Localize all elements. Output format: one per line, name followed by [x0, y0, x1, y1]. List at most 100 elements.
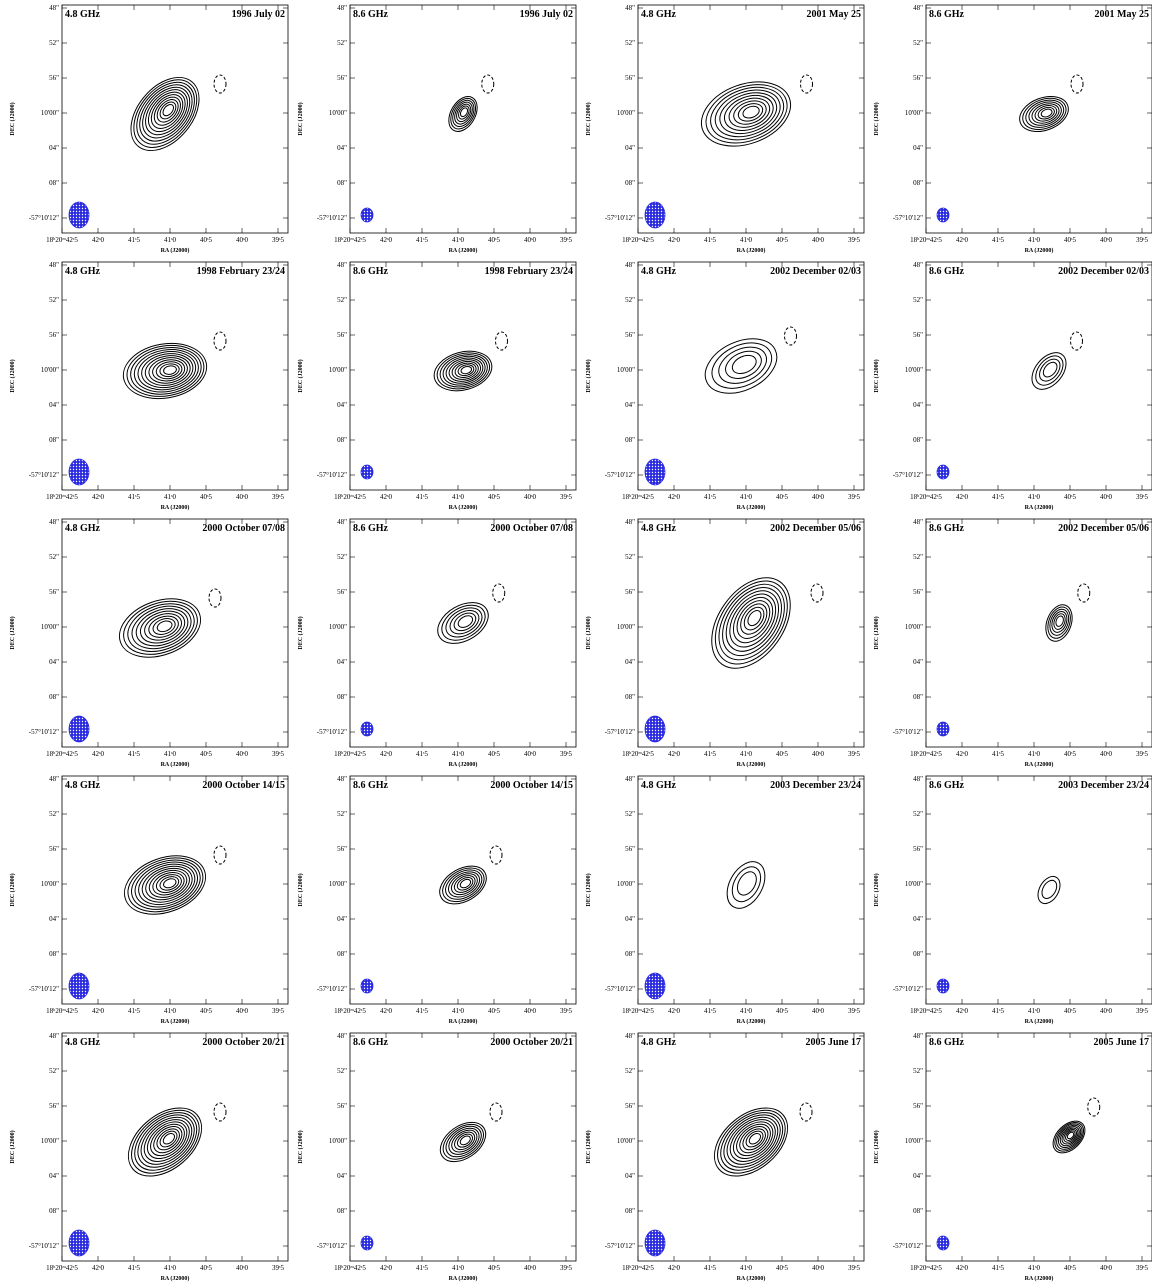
y-tick-label: 10'00" — [617, 1137, 635, 1145]
x-tick-label: 41ˢ0 — [164, 493, 176, 501]
date-label: 2002 December 02/03 — [1058, 266, 1149, 277]
contour — [1030, 351, 1068, 391]
band-label: 8.6 GHz — [353, 1037, 389, 1048]
contour — [120, 848, 210, 921]
panel: 8.6 GHz2002 December 05/0618ʰ20ᵐ42ˢ542ˢ0… — [873, 518, 1152, 768]
date-label: 1996 July 02 — [232, 9, 285, 20]
y-tick-label: 08" — [49, 693, 59, 701]
beam — [645, 202, 665, 228]
y-tick-label: 52" — [913, 39, 923, 47]
contour — [459, 1134, 472, 1146]
contour-neg — [209, 589, 221, 607]
contours — [117, 64, 212, 163]
y-tick-label: 08" — [913, 1207, 923, 1215]
y-tick-label: 10'00" — [41, 109, 59, 117]
contour-neg — [214, 846, 226, 864]
x-tick-label: 40ˢ5 — [488, 493, 500, 501]
y-tick-label: 08" — [337, 179, 347, 187]
contour-neg — [482, 75, 494, 93]
x-tick-label: 41ˢ0 — [164, 750, 176, 758]
y-tick-label: 56" — [913, 1102, 923, 1110]
y-tick-label: 08" — [625, 179, 635, 187]
y-tick-label: 10'00" — [905, 366, 923, 374]
y-tick-label: 52" — [49, 296, 59, 304]
x-tick-label: 18ʰ20ᵐ42ˢ5 — [910, 236, 942, 244]
y-tick-label: 52" — [913, 553, 923, 561]
y-tick-label: -57°10'12" — [29, 985, 59, 993]
contour — [151, 616, 178, 638]
y-tick-label: 48" — [49, 4, 59, 12]
x-tick-label: 18ʰ20ᵐ42ˢ5 — [334, 236, 366, 244]
contour — [1047, 1115, 1091, 1159]
x-tick-label: 42ˢ0 — [956, 1264, 968, 1272]
y-tick-label: 48" — [337, 775, 347, 783]
contours — [430, 345, 497, 397]
x-tick-label: 18ʰ20ᵐ42ˢ5 — [46, 1007, 78, 1015]
x-tick-label: 40ˢ5 — [776, 236, 788, 244]
beam — [937, 465, 949, 479]
contours — [119, 337, 211, 405]
contour — [1035, 355, 1064, 385]
x-tick-label: 42ˢ0 — [956, 493, 968, 501]
date-label: 2000 October 07/08 — [490, 523, 573, 534]
y-tick-label: 52" — [913, 296, 923, 304]
date-label: 2000 October 14/15 — [490, 780, 573, 791]
x-tick-label: 42ˢ0 — [380, 236, 392, 244]
y-axis-label: DEC (J2000) — [9, 359, 16, 392]
contour-neg — [214, 1103, 226, 1121]
band-label: 4.8 GHz — [65, 523, 101, 534]
x-tick-label: 39ˢ5 — [560, 493, 572, 501]
contour — [117, 64, 212, 163]
beam — [645, 973, 665, 999]
y-tick-label: 48" — [625, 4, 635, 12]
x-tick-label: 41ˢ0 — [1028, 236, 1040, 244]
y-axis-label: DEC (J2000) — [297, 359, 304, 392]
band-label: 8.6 GHz — [353, 523, 389, 534]
contour — [734, 868, 761, 898]
contour — [747, 1131, 762, 1146]
x-tick-label: 40ˢ0 — [1100, 750, 1112, 758]
contour — [441, 602, 487, 643]
y-axis-label: DEC (J2000) — [585, 102, 592, 135]
x-tick-label: 18ʰ20ᵐ42ˢ5 — [622, 750, 654, 758]
y-tick-label: 56" — [625, 1102, 635, 1110]
contour-neg — [496, 332, 508, 350]
x-tick-label: 40ˢ5 — [200, 750, 212, 758]
beam — [69, 1230, 89, 1256]
x-tick-label: 40ˢ0 — [236, 1264, 248, 1272]
y-axis-label: DEC (J2000) — [297, 616, 304, 649]
x-tick-label: 42ˢ0 — [380, 1007, 392, 1015]
x-tick-label: 41ˢ0 — [740, 493, 752, 501]
y-tick-label: 10'00" — [617, 109, 635, 117]
y-tick-label: -57°10'12" — [317, 728, 347, 736]
y-tick-label: 48" — [337, 1032, 347, 1040]
contour — [743, 1128, 766, 1150]
plot-frame — [62, 519, 288, 747]
x-tick-label: 39ˢ5 — [560, 1264, 572, 1272]
y-tick-label: 04" — [337, 144, 347, 152]
y-tick-label: 10'00" — [617, 880, 635, 888]
x-tick-label: 40ˢ0 — [812, 750, 824, 758]
x-tick-label: 41ˢ0 — [164, 236, 176, 244]
contour — [111, 588, 208, 667]
x-tick-label: 41ˢ5 — [992, 1264, 1004, 1272]
beam — [937, 979, 949, 993]
contours — [1047, 1115, 1091, 1159]
x-tick-label: 41ˢ0 — [452, 236, 464, 244]
y-tick-label: 56" — [337, 1102, 347, 1110]
y-tick-label: 56" — [337, 331, 347, 339]
x-tick-label: 41ˢ5 — [992, 1007, 1004, 1015]
contour — [1041, 360, 1060, 380]
contours — [719, 855, 772, 915]
y-tick-label: -57°10'12" — [29, 214, 59, 222]
y-tick-label: 10'00" — [905, 623, 923, 631]
y-tick-label: 48" — [625, 261, 635, 269]
y-tick-label: 48" — [913, 261, 923, 269]
y-axis-label: DEC (J2000) — [585, 616, 592, 649]
contour — [443, 92, 483, 137]
x-tick-label: 41ˢ0 — [452, 1007, 464, 1015]
x-axis-label: RA (J2000) — [161, 504, 190, 511]
y-tick-label: 48" — [625, 1032, 635, 1040]
x-tick-label: 42ˢ0 — [92, 493, 104, 501]
y-tick-label: -57°10'12" — [893, 985, 923, 993]
